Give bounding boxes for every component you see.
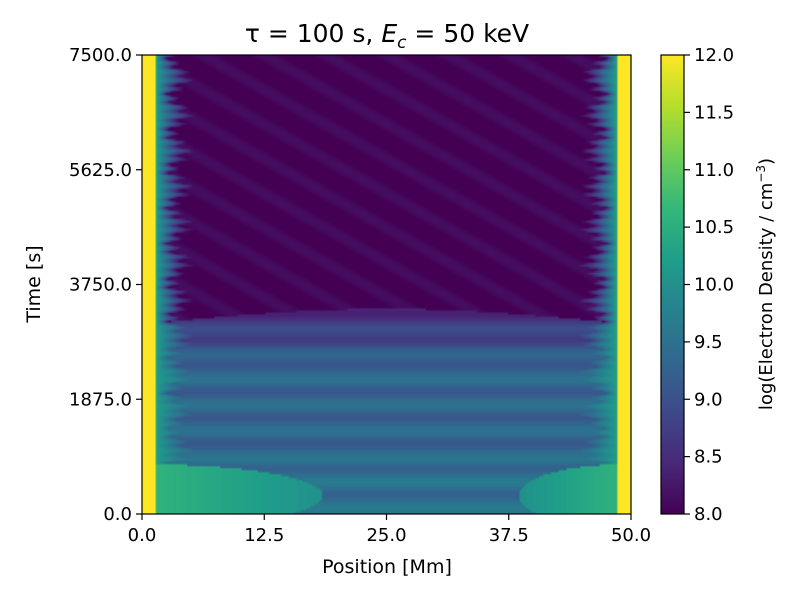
colorbar-label-exp: −3 (754, 165, 768, 183)
x-tick-label: 37.5 (489, 525, 529, 546)
colorbar-ticks: 8.0 8.5 9.0 9.5 10.0 10.5 11.0 11.5 12.0 (684, 45, 734, 525)
y-axis: 0.0 1875.0 3750.0 5625.0 7500.0 (69, 45, 142, 525)
colorbar-label-close: ) (756, 158, 777, 165)
chart-title-suffix: = 50 keV (406, 19, 529, 48)
chart-title-sub: c (397, 33, 407, 53)
colorbar-tick-label: 8.0 (694, 504, 723, 525)
chart-title-prefix: τ = 100 s, (245, 19, 381, 48)
colorbar-tick-label: 9.5 (694, 332, 723, 353)
colorbar-tick-label: 10.0 (694, 275, 734, 296)
x-axis-label: Position [Mm] (322, 556, 452, 578)
colorbar (660, 54, 685, 515)
x-tick-label: 25.0 (366, 525, 406, 546)
colorbar-label-main: log(Electron Density / cm (756, 183, 777, 410)
y-axis-label: Time [s] (23, 245, 45, 323)
y-tick-label: 1875.0 (69, 389, 132, 410)
y-tick-label: 0.0 (103, 504, 132, 525)
colorbar-tick-label: 9.0 (694, 389, 723, 410)
chart-title-var: E (381, 19, 397, 48)
y-tick-label: 7500.0 (69, 45, 132, 66)
heatmap-area (142, 55, 631, 514)
y-tick-label: 3750.0 (69, 275, 132, 296)
heatmap-image (142, 55, 631, 514)
colorbar-tick-label: 11.5 (694, 102, 734, 123)
x-axis: 0.0 12.5 25.0 37.5 50.0 (128, 514, 651, 546)
colorbar-tick-label: 11.0 (694, 160, 734, 181)
y-tick-label: 5625.0 (69, 160, 132, 181)
colorbar-tick-label: 10.5 (694, 217, 734, 238)
colorbar-label: log(Electron Density / cm−3) (754, 158, 777, 410)
chart-title: τ = 100 s, Ec = 50 keV (245, 19, 529, 53)
x-tick-label: 12.5 (244, 525, 284, 546)
x-tick-label: 0.0 (128, 525, 157, 546)
colorbar-tick-label: 12.0 (694, 45, 734, 66)
x-tick-label: 50.0 (611, 525, 651, 546)
colorbar-tick-label: 8.5 (694, 447, 723, 468)
